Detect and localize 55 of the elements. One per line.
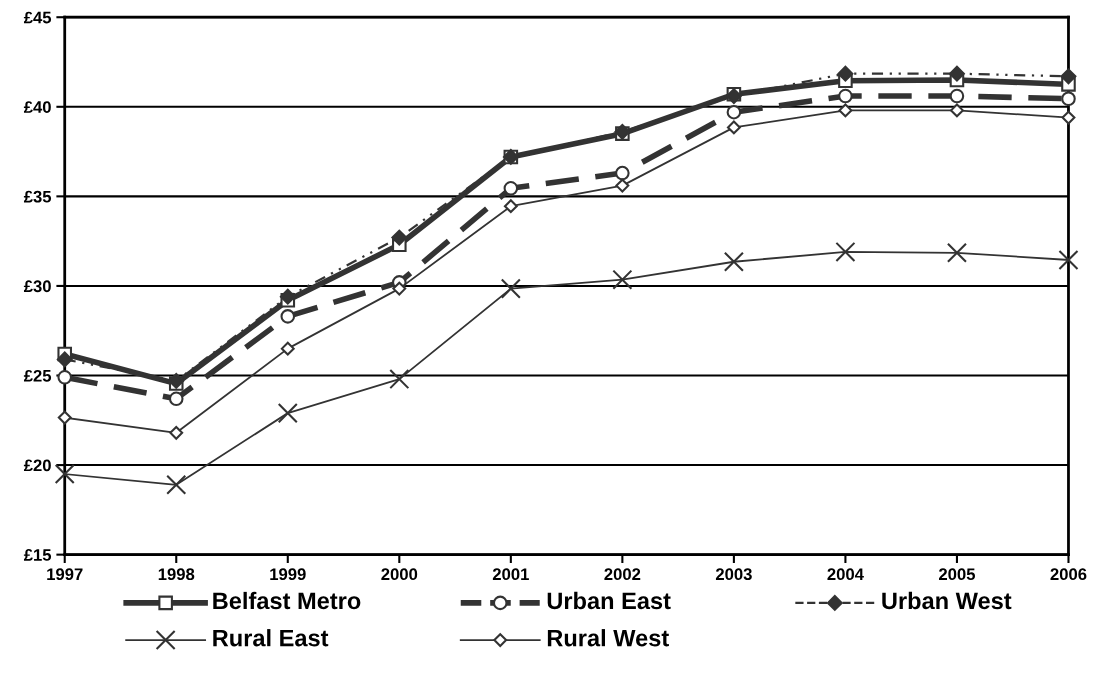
point (392, 281, 407, 296)
x-tick-label: 2006 (1050, 568, 1087, 581)
point (277, 403, 298, 424)
point (500, 278, 521, 299)
y-tick-label: £25 (23, 369, 52, 382)
point (168, 391, 184, 407)
point (56, 351, 73, 368)
point (837, 65, 854, 82)
point (838, 88, 853, 104)
point (612, 269, 633, 290)
point (391, 229, 408, 246)
point (946, 242, 968, 263)
legend-label: Urban West (882, 591, 1012, 610)
legend-label: Rural East (213, 629, 329, 647)
y-tick-label: £20 (23, 459, 51, 472)
y-tick-label: £40 (23, 101, 51, 113)
legend-label: Urban East (547, 591, 671, 610)
x-tick-label: 1999 (270, 568, 306, 581)
point (280, 341, 295, 356)
y-tick-label: £30 (23, 280, 51, 293)
y-tick-label: £35 (23, 190, 52, 203)
point (166, 474, 187, 495)
point (950, 103, 964, 118)
x-tick-label: 2004 (827, 568, 864, 581)
point (835, 241, 856, 262)
x-tick-label: 2002 (604, 568, 641, 581)
x-tick-label: 2000 (381, 568, 418, 581)
point (503, 199, 518, 214)
x-tick-label: 2001 (492, 568, 529, 581)
y-tick-label: £45 (23, 11, 52, 24)
point (615, 178, 630, 193)
point (1060, 68, 1077, 85)
point (726, 120, 741, 135)
point (1058, 249, 1079, 271)
legend-label: Rural West (547, 629, 669, 647)
point (949, 65, 965, 82)
point (949, 88, 965, 104)
x-tick-label: 1998 (158, 568, 195, 581)
point (615, 165, 630, 181)
point (1061, 110, 1076, 125)
point (1061, 91, 1076, 107)
point (389, 369, 410, 390)
x-tick-label: 2005 (938, 568, 976, 581)
point (838, 103, 853, 118)
x-tick-label: 2003 (715, 568, 752, 581)
point (169, 425, 184, 440)
point (54, 463, 75, 485)
legend-label: Belfast Metro (213, 591, 361, 610)
point (280, 309, 296, 324)
point (57, 410, 72, 425)
point (726, 104, 742, 120)
x-tick-label: 1997 (47, 568, 83, 581)
point (503, 181, 519, 196)
y-tick-label: £15 (23, 549, 52, 561)
point (723, 251, 744, 272)
